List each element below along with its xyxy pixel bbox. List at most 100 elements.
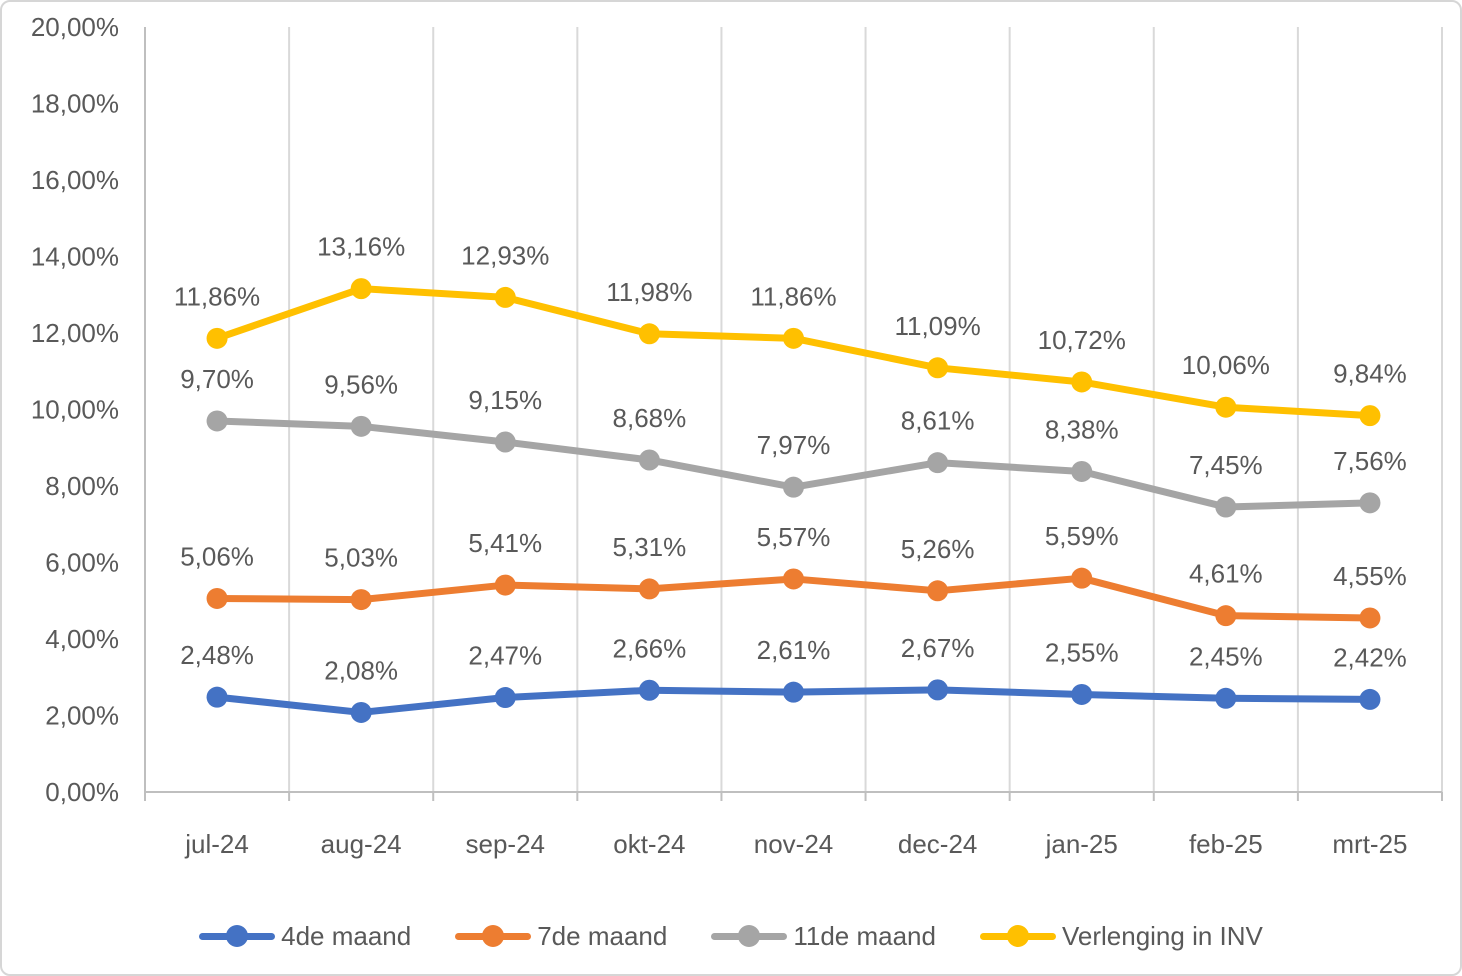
data-label-4de-maand-jul-24: 2,48%: [180, 640, 254, 670]
data-label-4de-maand-nov-24: 2,61%: [757, 635, 831, 665]
data-label-4de-maand-jan-25: 2,55%: [1045, 637, 1119, 667]
marker-4de-maand-okt-24: [638, 679, 660, 701]
legend-item-4de-maand: 4de maand: [199, 921, 411, 952]
marker-4de-maand-nov-24: [783, 681, 804, 703]
legend-item-11de-maand: 11de maand: [711, 921, 936, 952]
marker-4de-maand-jan-25: [1071, 683, 1093, 705]
data-label-7de-maand-nov-24: 5,57%: [757, 522, 831, 552]
data-label-verlenging-in-inv-sep-24: 12,93%: [461, 240, 549, 270]
y-axis-tick-label: 8,00%: [45, 471, 119, 501]
marker-11de-maand-okt-24: [638, 449, 660, 471]
legend-label-11de-maand: 11de maand: [793, 920, 936, 951]
marker-4de-maand-jul-24: [206, 686, 228, 708]
x-axis-tick-label: nov-24: [754, 829, 834, 859]
y-axis-tick-label: 6,00%: [45, 548, 119, 578]
marker-11de-maand-sep-24: [494, 431, 516, 453]
marker-verlenging-in-inv-aug-24: [350, 278, 372, 300]
data-label-4de-maand-okt-24: 2,66%: [613, 633, 687, 663]
data-label-4de-maand-dec-24: 2,67%: [901, 633, 975, 663]
data-label-11de-maand-dec-24: 8,61%: [901, 406, 975, 436]
marker-7de-maand-feb-25: [1215, 605, 1237, 627]
data-label-7de-maand-jan-25: 5,59%: [1045, 521, 1119, 551]
marker-verlenging-in-inv-jan-25: [1071, 371, 1093, 393]
marker-verlenging-in-inv-nov-24: [783, 327, 804, 349]
marker-11de-maand-mrt-25: [1359, 492, 1381, 514]
marker-4de-maand-feb-25: [1215, 687, 1237, 709]
data-label-11de-maand-mrt-25: 7,56%: [1333, 446, 1407, 476]
data-label-7de-maand-sep-24: 5,41%: [468, 528, 542, 558]
marker-7de-maand-jul-24: [206, 587, 228, 609]
data-label-7de-maand-feb-25: 4,61%: [1189, 559, 1263, 589]
data-label-4de-maand-mrt-25: 2,42%: [1333, 642, 1407, 672]
data-label-4de-maand-aug-24: 2,08%: [324, 655, 398, 685]
data-label-7de-maand-jul-24: 5,06%: [180, 541, 254, 571]
y-axis-tick-label: 16,00%: [31, 165, 119, 195]
marker-11de-maand-dec-24: [927, 452, 949, 474]
data-label-7de-maand-aug-24: 5,03%: [324, 543, 398, 573]
marker-4de-maand-aug-24: [350, 701, 372, 723]
data-label-7de-maand-okt-24: 5,31%: [613, 532, 687, 562]
legend-label-7de-maand: 7de maand: [537, 920, 668, 951]
y-axis-tick-label: 12,00%: [31, 318, 119, 348]
x-axis-tick-label: mrt-25: [1332, 829, 1407, 859]
marker-11de-maand-nov-24: [783, 476, 804, 498]
legend-label-verlenging-in-inv: Verlenging in INV: [1061, 920, 1263, 951]
marker-verlenging-in-inv-mrt-25: [1359, 405, 1381, 427]
y-axis-tick-label: 20,00%: [31, 12, 119, 42]
legend-item-verlenging-in-inv: Verlenging in INV: [979, 920, 1263, 952]
x-axis-tick-label: jul-24: [184, 829, 249, 859]
marker-verlenging-in-inv-sep-24: [494, 286, 516, 308]
legend-label-4de-maand: 4de maand: [281, 920, 412, 951]
legend-marker-icon-verlenging-in-inv: [979, 925, 1056, 947]
legend-marker-icon-7de-maand: [455, 925, 532, 947]
marker-7de-maand-dec-24: [927, 580, 949, 602]
marker-verlenging-in-inv-feb-25: [1215, 396, 1237, 418]
legend-marker-icon-11de-maand: [711, 925, 788, 947]
marker-7de-maand-okt-24: [638, 578, 660, 600]
y-axis-tick-label: 0,00%: [45, 777, 119, 807]
marker-7de-maand-mrt-25: [1359, 607, 1381, 629]
y-axis-tick-label: 2,00%: [45, 701, 119, 731]
marker-verlenging-in-inv-dec-24: [927, 357, 949, 379]
marker-4de-maand-dec-24: [927, 679, 949, 701]
x-axis-tick-label: feb-25: [1189, 829, 1263, 859]
data-label-7de-maand-dec-24: 5,26%: [901, 534, 975, 564]
marker-11de-maand-jan-25: [1071, 460, 1093, 482]
data-label-11de-maand-jan-25: 8,38%: [1045, 414, 1119, 444]
data-label-verlenging-in-inv-dec-24: 11,09%: [894, 311, 980, 341]
x-axis-tick-label: aug-24: [321, 829, 402, 859]
chart-legend: 4de maand 7de maand 11de maand Verlenging i…: [2, 908, 1460, 964]
marker-11de-maand-aug-24: [350, 415, 372, 437]
y-axis-tick-label: 14,00%: [31, 242, 119, 272]
data-label-11de-maand-nov-24: 7,97%: [757, 430, 831, 460]
y-axis-tick-label: 10,00%: [31, 395, 119, 425]
data-label-verlenging-in-inv-jan-25: 10,72%: [1038, 325, 1126, 355]
marker-7de-maand-aug-24: [350, 589, 372, 611]
data-label-4de-maand-sep-24: 2,47%: [468, 641, 542, 671]
data-label-verlenging-in-inv-aug-24: 13,16%: [317, 232, 405, 262]
data-label-11de-maand-jul-24: 9,70%: [180, 364, 254, 394]
marker-verlenging-in-inv-jul-24: [206, 327, 228, 349]
marker-7de-maand-nov-24: [783, 568, 804, 590]
marker-11de-maand-feb-25: [1215, 496, 1237, 518]
x-axis-tick-label: dec-24: [898, 829, 978, 859]
marker-4de-maand-sep-24: [494, 687, 516, 709]
data-label-11de-maand-okt-24: 8,68%: [613, 403, 687, 433]
legend-marker-icon-4de-maand: [199, 925, 276, 947]
data-label-verlenging-in-inv-okt-24: 11,98%: [606, 277, 692, 307]
data-label-7de-maand-mrt-25: 4,55%: [1333, 561, 1407, 591]
marker-verlenging-in-inv-okt-24: [638, 323, 660, 345]
marker-4de-maand-mrt-25: [1359, 688, 1381, 710]
marker-7de-maand-jan-25: [1071, 567, 1093, 589]
y-axis-tick-label: 18,00%: [31, 89, 119, 119]
marker-11de-maand-jul-24: [206, 410, 228, 432]
data-label-4de-maand-feb-25: 2,45%: [1189, 641, 1263, 671]
x-axis-tick-label: sep-24: [466, 829, 546, 859]
data-label-verlenging-in-inv-jul-24: 11,86%: [174, 281, 260, 311]
legend-item-7de-maand: 7de maand: [455, 921, 667, 952]
x-axis-tick-label: jan-25: [1045, 829, 1118, 859]
x-axis-tick-label: okt-24: [613, 829, 685, 859]
data-label-verlenging-in-inv-mrt-25: 9,84%: [1333, 359, 1407, 389]
